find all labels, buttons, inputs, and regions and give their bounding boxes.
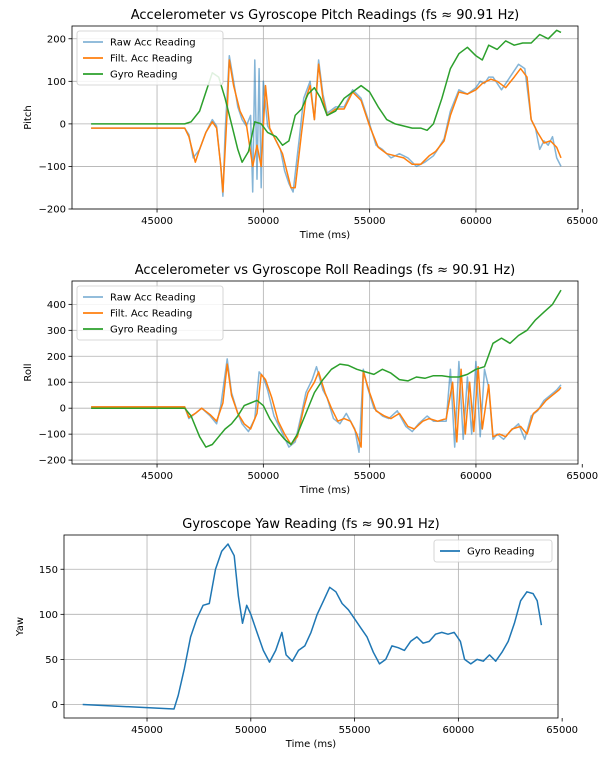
x-tick-label: 45000 (131, 725, 163, 736)
y-tick-label: 100 (39, 610, 58, 621)
y-tick-label: 150 (39, 565, 58, 576)
legend: Raw Acc Reading Filt. Acc Reading Gyro Rea… (76, 30, 224, 86)
plot-frame (63, 534, 559, 719)
x-tick-label: 45000 (141, 216, 173, 227)
x-tick-label: 65000 (566, 471, 598, 482)
legend: Gyro Reading (433, 539, 553, 563)
y-axis-label: Roll (23, 363, 34, 381)
x-axis-label: Time (ms) (299, 485, 351, 496)
x-tick-label: 60000 (460, 216, 492, 227)
x-tick-label: 65000 (546, 725, 578, 736)
y-tick-label: 100 (47, 378, 66, 389)
y-tick-label: 200 (47, 34, 66, 45)
legend-label: Gyro Reading (467, 547, 534, 558)
x-tick-label: 55000 (354, 216, 386, 227)
x-tick-label: 55000 (339, 725, 371, 736)
y-axis-label: Yaw (15, 617, 26, 637)
y-tick-label: 50 (45, 655, 58, 666)
chart-title: Accelerometer vs Gyroscope Roll Readings… (135, 263, 515, 278)
y-tick-label: 400 (47, 300, 66, 311)
plot-frame (71, 25, 579, 210)
chart-title: Gyroscope Yaw Reading (fs ≈ 90.91 Hz) (182, 517, 439, 532)
chart-title: Accelerometer vs Gyroscope Pitch Reading… (131, 8, 520, 23)
legend-box (76, 285, 224, 341)
series-line-gyro-reading (91, 289, 562, 448)
legend-label: Gyro Reading (110, 325, 177, 336)
chart-2: 45000 50000 55000 60000 65000 −200 −100 0 100 200… (23, 263, 598, 496)
chart-1: 45000 50000 55000 60000 65000 −200 −100 0 100 200… (23, 8, 598, 241)
legend-label: Raw Acc Reading (110, 293, 196, 304)
x-axis-label: Time (ms) (299, 230, 351, 241)
plot-frame (71, 280, 579, 465)
legend-label: Raw Acc Reading (110, 38, 196, 49)
x-tick-label: 55000 (354, 471, 386, 482)
y-tick-label: −200 (39, 456, 66, 467)
y-tick-label: 0 (60, 404, 66, 415)
y-tick-label: 0 (60, 119, 66, 130)
x-tick-label: 50000 (247, 471, 279, 482)
series-line-gyro-reading (91, 29, 562, 163)
legend: Raw Acc Reading Filt. Acc Reading Gyro Rea… (76, 285, 224, 341)
legend-label: Gyro Reading (110, 70, 177, 81)
y-tick-label: 100 (47, 77, 66, 88)
x-tick-label: 60000 (442, 725, 474, 736)
x-tick-label: 65000 (566, 216, 598, 227)
legend-label: Filt. Acc Reading (110, 309, 192, 320)
x-tick-label: 45000 (141, 471, 173, 482)
y-tick-label: 200 (47, 352, 66, 363)
y-tick-label: −200 (39, 205, 66, 216)
legend-label: Filt. Acc Reading (110, 54, 192, 65)
y-tick-label: 300 (47, 326, 66, 337)
y-tick-label: −100 (39, 162, 66, 173)
series-line-gyro-reading (82, 543, 543, 710)
chart-3: 45000 50000 55000 60000 65000 0 50 100 150 Gyrosc… (15, 517, 578, 750)
y-tick-label: −100 (39, 430, 66, 441)
y-tick-label: 0 (52, 700, 58, 711)
x-tick-label: 60000 (460, 471, 492, 482)
x-tick-label: 50000 (235, 725, 267, 736)
x-tick-label: 50000 (247, 216, 279, 227)
legend-box (433, 539, 553, 563)
legend-box (76, 30, 224, 86)
x-axis-label: Time (ms) (285, 739, 337, 750)
y-axis-label: Pitch (23, 105, 34, 129)
